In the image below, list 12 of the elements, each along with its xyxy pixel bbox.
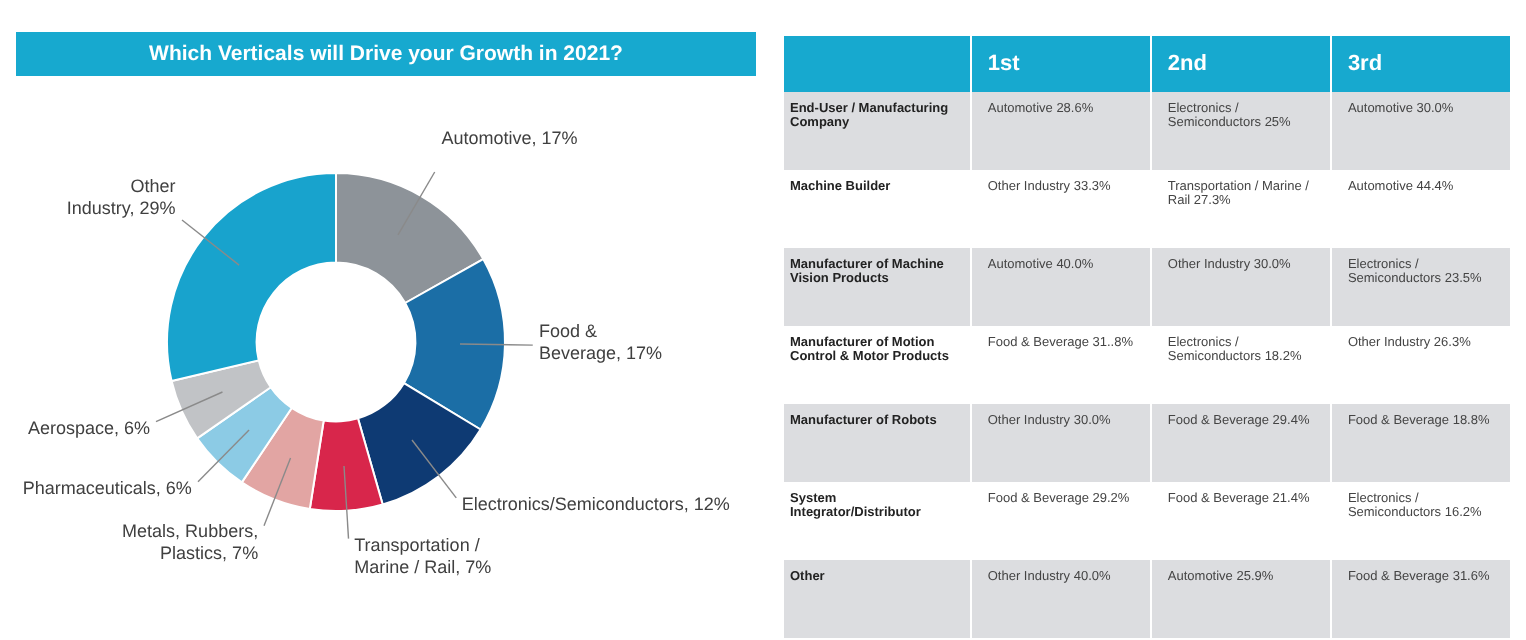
slice-label: Aerospace, 6% [28,418,151,439]
slice-label: Pharmaceuticals, 6% [22,478,192,499]
slice-label: Transportation / Marine / Rail, 7% [354,534,492,577]
category-label: 2nd [1150,36,1331,92]
slice-label: Electronics/Semiconductors, 12% [461,494,730,515]
slice-label: Automotive, 17% [441,127,578,148]
category-label: 3rd [1330,36,1511,92]
category-label: 1st [970,36,1151,92]
slice-label: Metals, Rubbers, Plastics, 7% [122,521,259,564]
slice-label: Food & Beverage, 17% [538,321,663,364]
chart-title: Which Verticals will Drive your Growth in 2021? [16,32,756,76]
slice-label: Other Industry, 29% [66,175,176,218]
